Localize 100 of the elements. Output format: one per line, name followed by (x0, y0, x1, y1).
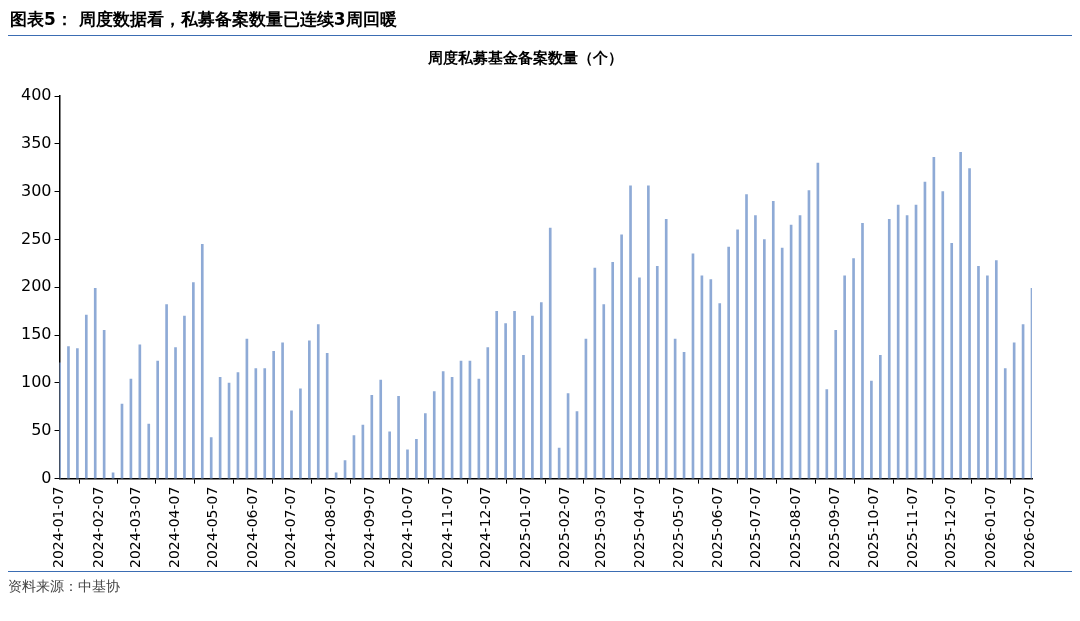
bar (200, 243, 204, 479)
x-tick-label: 2024-03-07 (126, 486, 143, 569)
bar (968, 168, 971, 479)
chart-title: 周度私募基金备案数量（个） (426, 48, 623, 67)
bar (299, 388, 302, 479)
bar (76, 348, 79, 479)
y-tick-label: 400 (20, 85, 52, 105)
text: 资料来源：中基协 (8, 577, 121, 596)
bar (718, 303, 722, 479)
y-tick-label: 300 (20, 180, 52, 200)
bar (664, 219, 668, 479)
bar (977, 265, 980, 479)
bar (861, 222, 864, 479)
bar (406, 449, 409, 479)
bar (647, 185, 650, 479)
bar (93, 287, 97, 479)
bar (959, 152, 962, 479)
x-tick-label: 2025-06-07 (709, 486, 726, 569)
x-tick-label: 2025-02-07 (556, 486, 573, 569)
bar (870, 380, 873, 479)
x-tick-label: 2024-09-07 (361, 486, 378, 569)
x-tick-label: 2024-07-07 (282, 486, 299, 569)
bar (620, 234, 623, 479)
x-tick-label: 2024-05-07 (204, 486, 221, 569)
bar (629, 185, 632, 479)
x-tick-label: 2025-12-07 (942, 486, 959, 569)
bar (432, 391, 436, 479)
bar (736, 229, 739, 479)
bar (441, 371, 445, 479)
x-tick-label: 2024-12-07 (477, 486, 494, 569)
bar (272, 351, 275, 479)
bar (709, 279, 713, 479)
bar (192, 282, 195, 479)
bar (771, 200, 775, 479)
bar (754, 215, 757, 479)
bar (994, 260, 998, 479)
bar (539, 302, 543, 479)
bar (531, 315, 534, 479)
x-tick-label: 2026-02-07 (1021, 486, 1038, 569)
y-tick-label: 250 (20, 228, 52, 248)
bar (397, 396, 400, 479)
bar (67, 346, 70, 479)
bar (763, 239, 766, 479)
y-tick-label: 200 (20, 276, 52, 296)
x-tick-label: 2025-03-07 (591, 486, 608, 569)
bar (941, 191, 945, 479)
bar (486, 347, 490, 479)
x-tick-label: 2025-01-07 (516, 486, 533, 569)
bar (495, 310, 499, 479)
y-tick-label: 350 (20, 132, 52, 152)
bar (1003, 368, 1007, 479)
x-tick-label: 2025-08-07 (786, 486, 803, 569)
x-tick-label: 2024-01-07 (50, 486, 67, 569)
bar (986, 275, 989, 479)
bar (655, 265, 659, 479)
bar (263, 368, 267, 479)
bar (209, 437, 213, 479)
x-tick-label: 2024-02-07 (89, 486, 106, 569)
chart-subtitle: 图表5： 周度数据看，私募备案数量已连续3周回暖 (9, 8, 398, 31)
bar (852, 258, 855, 479)
bar (522, 354, 525, 479)
bar (281, 342, 284, 479)
bar (548, 227, 552, 479)
bar (950, 242, 954, 479)
bar (780, 247, 784, 479)
y-tick-label: 50 (31, 419, 52, 439)
bar (316, 324, 320, 479)
bar (745, 194, 748, 479)
bar (174, 347, 177, 479)
x-tick-label: 2025-09-07 (826, 486, 843, 569)
bar (183, 315, 186, 479)
bar (370, 395, 374, 479)
bar (611, 262, 615, 479)
bar (825, 389, 829, 479)
bar (84, 314, 88, 479)
bar (388, 431, 391, 479)
bar (379, 379, 383, 479)
bar (879, 354, 882, 479)
y-tick-label: 100 (20, 372, 52, 392)
x-tick-label: 2025-05-07 (669, 486, 686, 569)
x-tick-label: 2026-01-07 (981, 486, 998, 569)
bar (834, 330, 838, 479)
bar (513, 310, 516, 479)
y-tick-label: 150 (20, 324, 52, 344)
bar (156, 360, 160, 479)
x-tick-label: 2025-07-07 (747, 486, 764, 569)
bar (843, 275, 846, 479)
x-tick-label: 2025-10-07 (864, 486, 881, 569)
x-tick-label: 2024-11-07 (438, 486, 455, 569)
bar (887, 219, 891, 479)
bar (602, 304, 606, 479)
bar (424, 413, 427, 479)
bar (896, 204, 900, 479)
bar (415, 439, 418, 479)
bar (325, 353, 329, 479)
bar (638, 277, 641, 479)
bar (147, 423, 151, 479)
y-tick-label: 0 (41, 467, 52, 487)
bar (504, 323, 507, 479)
x-tick-label: 2024-06-07 (243, 486, 260, 569)
